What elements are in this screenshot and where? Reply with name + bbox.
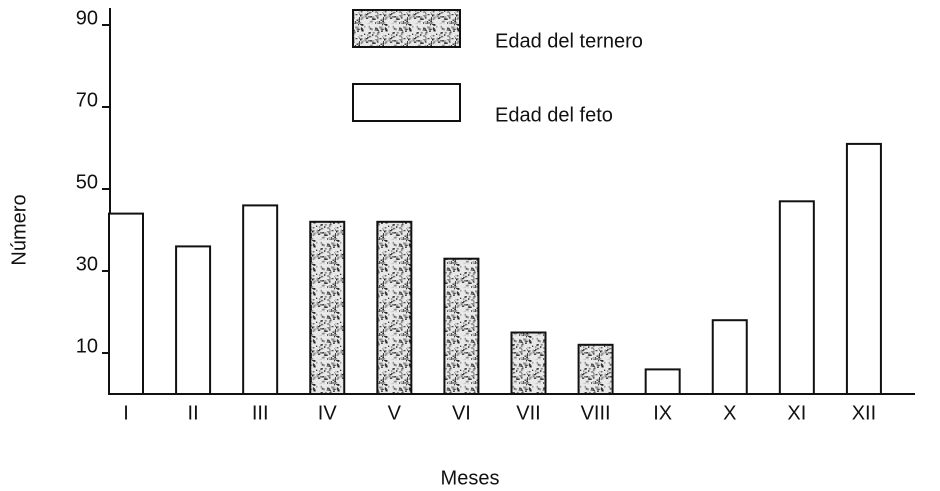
y-tick-label: 10 xyxy=(76,335,98,357)
y-tick-label: 70 xyxy=(76,89,98,111)
legend-label: Edad del ternero xyxy=(495,30,643,52)
x-tick-label: IV xyxy=(318,402,338,424)
bar xyxy=(711,319,748,396)
x-tick-label: II xyxy=(188,402,199,424)
legend-swatch xyxy=(352,83,461,122)
x-tick-label: V xyxy=(388,402,402,424)
bar xyxy=(644,368,681,395)
legend-label: Edad del feto xyxy=(495,104,613,126)
x-tick-label: VI xyxy=(452,402,471,424)
x-tick-label: XII xyxy=(852,402,876,424)
bar xyxy=(376,220,413,395)
bar xyxy=(577,343,614,395)
x-tick-label: I xyxy=(123,402,129,424)
x-tick-label: IX xyxy=(653,402,672,424)
bar xyxy=(443,257,480,396)
y-tick-label: 30 xyxy=(76,253,98,275)
x-axis-label: Meses xyxy=(441,467,500,489)
legend-swatch xyxy=(352,9,461,48)
y-axis-label: Número xyxy=(8,194,30,265)
y-tick-label: 50 xyxy=(76,171,98,193)
bar xyxy=(175,245,212,395)
bar xyxy=(309,220,346,395)
y-tick-label: 90 xyxy=(76,7,98,29)
x-tick-label: X xyxy=(723,402,736,424)
x-tick-label: VIII xyxy=(581,402,611,424)
bar xyxy=(778,200,815,395)
bar xyxy=(510,331,547,395)
x-tick-label: VII xyxy=(516,402,540,424)
x-tick-label: XI xyxy=(787,402,806,424)
bar xyxy=(845,142,882,395)
bar xyxy=(108,212,144,395)
x-tick-label: III xyxy=(252,402,269,424)
bar xyxy=(242,204,279,395)
